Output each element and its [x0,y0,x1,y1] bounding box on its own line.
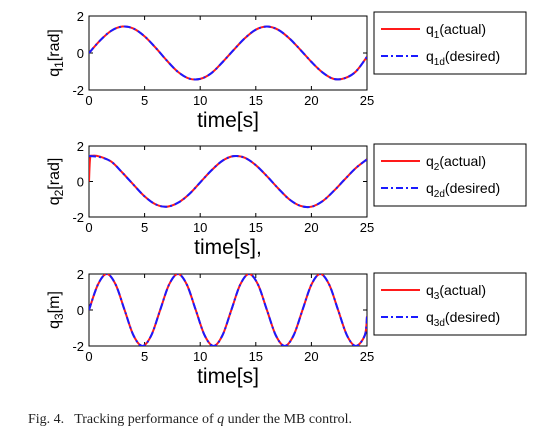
legend-entry-label: q2(actual) [426,153,486,173]
y-tick-label: 0 [77,46,84,61]
legend: q3(actual) q3d(desired) [373,272,527,336]
caption-symbol: q [217,412,225,427]
legend-entry-label: q3(actual) [426,282,486,302]
chart-panel-1: 0 5 10 15 20 25-202time[s]q1[rad]q1(actual)q1… [46,9,527,132]
x-tick-label: 5 [141,93,148,108]
legend-entry-label: q2d(desired) [426,180,500,200]
x-axis-label: time[s] [197,365,259,388]
x-tick-label: 20 [304,93,318,108]
legend-box [373,11,527,75]
x-tick-label: 0 [85,220,92,235]
x-tick-label: 25 [360,220,374,235]
y-axis-label: q2[rad] [46,158,66,206]
figure-caption: Fig. 4. Tracking performance of q under t… [28,412,352,428]
x-tick-label: 15 [249,349,263,364]
x-tick-label: 15 [249,220,263,235]
actual-series-line [89,25,367,81]
x-tick-label: 20 [304,349,318,364]
y-tick-label: -2 [72,339,84,354]
plot-frame [88,273,368,347]
x-tick-label: 10 [193,349,207,364]
legend-box [373,272,527,336]
legend: q1(actual) q1d(desired) [373,11,527,75]
desired-series-line [89,25,367,81]
y-tick-label: 2 [77,9,84,24]
legend-entry-label: q3d(desired) [426,309,500,329]
x-tick-label: 0 [85,93,92,108]
x-tick-label: 10 [193,220,207,235]
actual-series-line [89,274,367,346]
y-tick-label: -2 [72,210,84,225]
x-tick-label: 15 [249,93,263,108]
y-axis-label-group: q1[rad] [46,29,66,77]
legend-entry-label: q1(actual) [426,21,486,41]
x-tick-label: 10 [193,93,207,108]
x-axis-label: time[s], [194,236,262,259]
y-tick-label: 2 [77,267,84,282]
x-tick-label: 25 [360,349,374,364]
y-axis-label: q1[rad] [46,29,66,77]
y-tick-label: 0 [77,175,84,190]
y-axis-label-group: q3[m] [46,291,66,329]
y-tick-label: -2 [72,83,84,98]
x-tick-label: 20 [304,220,318,235]
x-tick-label: 5 [141,349,148,364]
x-tick-label: 0 [85,349,92,364]
caption-text-before: Tracking performance of [74,412,218,427]
y-tick-label: 0 [77,303,84,318]
y-axis-label-group: q2[rad] [46,158,66,206]
chart-panel-3: 0 5 10 15 20 25-202time[s]q3[m]q3(actual)q3d(… [46,267,527,388]
desired-series-line [89,274,367,346]
y-axis-label: q3[m] [46,291,66,329]
y-tick-label: 2 [77,139,84,154]
desired-series-line [89,154,367,209]
legend: q2(actual) q2d(desired) [373,143,527,207]
x-tick-label: 5 [141,220,148,235]
caption-label: Fig. 4. [28,412,65,427]
caption-text-after: under the MB control. [224,412,353,427]
x-axis-label: time[s] [197,109,259,132]
legend-entry-label: q1d(desired) [426,48,500,68]
legend-box [373,143,527,207]
x-tick-label: 25 [360,93,374,108]
